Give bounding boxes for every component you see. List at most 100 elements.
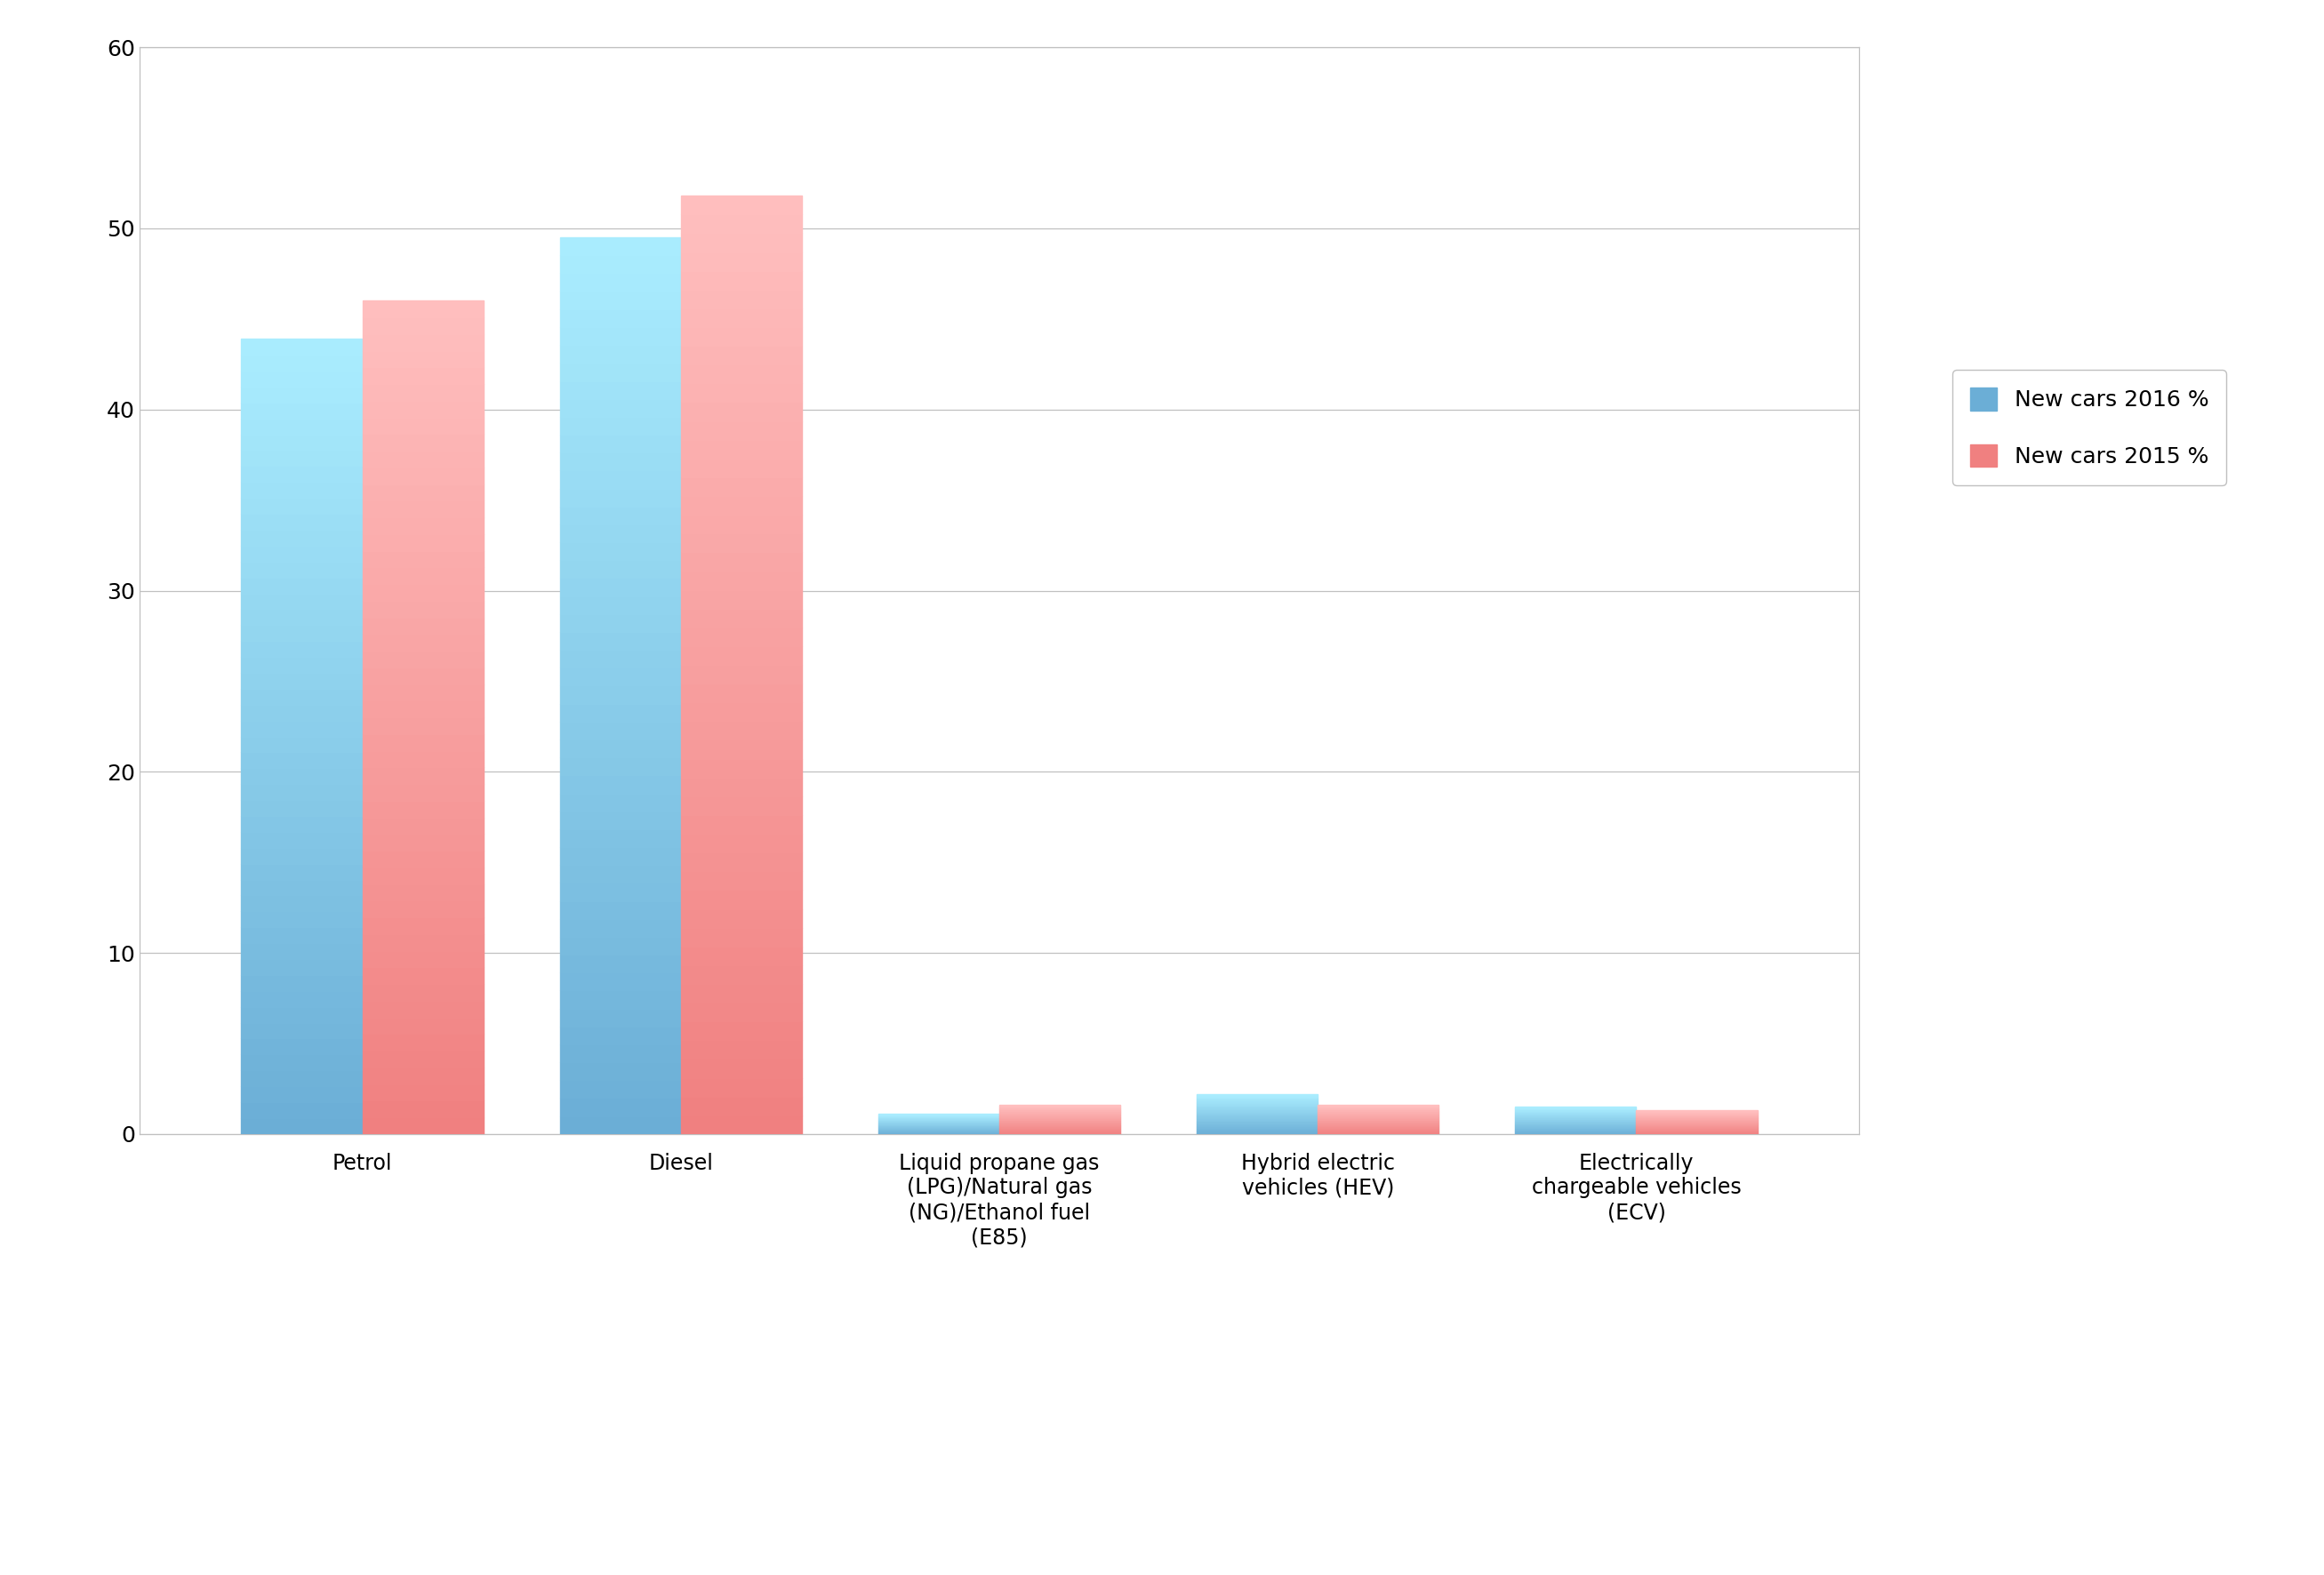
Bar: [560, 561, 681, 578]
Bar: [363, 484, 483, 501]
Bar: [560, 328, 681, 345]
Bar: [363, 684, 483, 701]
Bar: [560, 973, 681, 991]
Bar: [560, 417, 681, 435]
Bar: [681, 721, 802, 740]
Bar: [242, 1118, 363, 1134]
Bar: [363, 1117, 483, 1134]
Bar: [560, 632, 681, 650]
Bar: [363, 951, 483, 967]
Bar: [363, 751, 483, 767]
Bar: [681, 984, 802, 1003]
Bar: [560, 668, 681, 685]
Bar: [560, 488, 681, 507]
Bar: [681, 365, 802, 383]
Bar: [681, 1058, 802, 1077]
Bar: [560, 238, 681, 255]
Bar: [242, 625, 363, 641]
Bar: [242, 339, 363, 354]
Bar: [681, 589, 802, 608]
Bar: [363, 1035, 483, 1051]
Bar: [363, 701, 483, 718]
Bar: [363, 668, 483, 684]
Bar: [681, 871, 802, 890]
Bar: [560, 1027, 681, 1044]
Bar: [363, 450, 483, 468]
Bar: [242, 832, 363, 847]
Bar: [363, 518, 483, 534]
Bar: [681, 309, 802, 328]
Bar: [681, 890, 802, 909]
Bar: [363, 534, 483, 551]
Bar: [560, 452, 681, 471]
Bar: [681, 646, 802, 665]
Bar: [363, 901, 483, 917]
Bar: [363, 1000, 483, 1017]
Bar: [363, 734, 483, 751]
Bar: [242, 529, 363, 545]
Bar: [242, 482, 363, 498]
Legend: New cars 2016 %, New cars 2015 %: New cars 2016 %, New cars 2015 %: [1952, 370, 2226, 485]
Bar: [681, 346, 802, 365]
Bar: [242, 354, 363, 370]
Bar: [363, 967, 483, 984]
Bar: [242, 737, 363, 753]
Bar: [242, 403, 363, 419]
Bar: [363, 617, 483, 635]
Bar: [560, 471, 681, 488]
Bar: [560, 811, 681, 828]
Bar: [363, 884, 483, 901]
Bar: [242, 800, 363, 816]
Bar: [363, 1084, 483, 1101]
Bar: [363, 351, 483, 367]
Bar: [363, 417, 483, 435]
Bar: [242, 753, 363, 769]
Bar: [560, 345, 681, 362]
Bar: [560, 524, 681, 542]
Bar: [363, 868, 483, 884]
Bar: [363, 934, 483, 951]
Bar: [363, 600, 483, 617]
Bar: [560, 542, 681, 561]
Bar: [681, 1096, 802, 1115]
Bar: [363, 551, 483, 567]
Bar: [560, 740, 681, 758]
Bar: [242, 610, 363, 625]
Bar: [560, 884, 681, 901]
Bar: [560, 274, 681, 291]
Bar: [242, 466, 363, 482]
Bar: [363, 1101, 483, 1117]
Bar: [681, 572, 802, 589]
Bar: [681, 290, 802, 309]
Bar: [560, 595, 681, 614]
Bar: [560, 1080, 681, 1098]
Bar: [242, 435, 363, 450]
Bar: [560, 991, 681, 1008]
Bar: [681, 477, 802, 496]
Bar: [560, 954, 681, 973]
Bar: [242, 370, 363, 386]
Bar: [242, 498, 363, 513]
Bar: [560, 828, 681, 847]
Bar: [681, 496, 802, 515]
Bar: [363, 1068, 483, 1084]
Bar: [242, 688, 363, 704]
Bar: [242, 578, 363, 594]
Bar: [363, 717, 483, 734]
Bar: [560, 309, 681, 328]
Bar: [363, 567, 483, 584]
Bar: [242, 386, 363, 403]
Bar: [242, 594, 363, 610]
Bar: [363, 384, 483, 400]
Bar: [560, 507, 681, 524]
Bar: [560, 721, 681, 740]
Bar: [363, 851, 483, 868]
Bar: [363, 301, 483, 318]
Bar: [560, 578, 681, 595]
Bar: [560, 1098, 681, 1117]
Bar: [681, 1077, 802, 1096]
Bar: [363, 800, 483, 817]
Bar: [560, 865, 681, 884]
Bar: [242, 720, 363, 737]
Bar: [242, 959, 363, 975]
